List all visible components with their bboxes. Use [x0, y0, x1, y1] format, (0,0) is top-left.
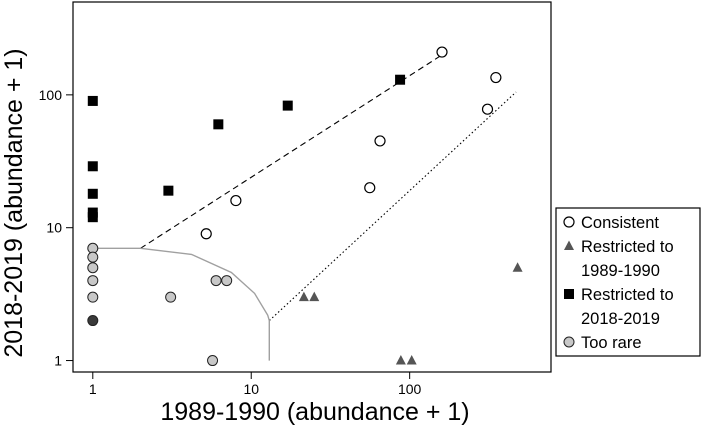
legend-label-restricted-to-2018-2019: Restricted to: [581, 286, 674, 304]
legend-label-consistent: Consistent: [581, 214, 659, 232]
x-tick-label: 10: [243, 381, 259, 397]
y-axis-title: 2018-2019 (abundance + 1): [0, 48, 28, 357]
legend-label-too-rare: Too rare: [581, 334, 642, 352]
data-point-restricted-to-1989-1990: [309, 291, 320, 302]
reference-line-dotted: [268, 91, 517, 322]
data-point-consistent: [490, 71, 502, 84]
x-axis-title: 1989-1990 (abundance + 1): [160, 398, 469, 426]
x-tick-label: 100: [398, 381, 422, 397]
data-point-consistent: [436, 46, 448, 58]
data-point-too-rare: [165, 291, 177, 303]
data-point-too-rare: [87, 291, 99, 303]
legend-label-restricted-to-2018-2019: 2018-2019: [581, 310, 660, 328]
plot-frame: [72, 1, 552, 373]
y-tick-label: 10: [46, 220, 62, 236]
data-point-restricted-to-2018-2019: [87, 161, 98, 172]
data-point-consistent: [364, 182, 376, 194]
legend-marker-restricted-to-2018-2019: [564, 289, 574, 299]
data-point-restricted-to-2018-2019: [282, 100, 293, 111]
data-point-consistent: [374, 135, 386, 147]
data-point-restricted-to-2018-2019: [87, 188, 98, 199]
legend-marker-consistent: [563, 216, 575, 228]
data-point-restricted-to-1989-1990: [406, 355, 417, 365]
data-point-too-rare: [87, 315, 99, 327]
data-point-restricted-to-2018-2019: [213, 119, 224, 130]
legend-box: [555, 207, 701, 357]
data-point-too-rare: [87, 251, 99, 263]
x-tick-label: 1: [89, 381, 97, 397]
data-point-restricted-to-1989-1990: [395, 355, 406, 365]
data-point-consistent: [200, 228, 212, 240]
data-point-too-rare: [87, 262, 99, 274]
y-tick-label: 1: [54, 353, 62, 369]
data-point-too-rare: [210, 275, 222, 287]
data-point-too-rare: [221, 275, 233, 287]
y-tick-label: 100: [39, 87, 63, 103]
data-point-restricted-to-1989-1990: [512, 262, 523, 272]
legend-marker-restricted-to-1989-1990: [564, 240, 574, 250]
data-point-restricted-to-2018-2019: [87, 207, 98, 218]
legend-label-restricted-to-1989-1990: 1989-1990: [581, 262, 660, 280]
data-point-too-rare: [207, 355, 219, 367]
data-point-restricted-to-2018-2019: [395, 74, 406, 85]
data-point-restricted-to-2018-2019: [87, 95, 98, 106]
data-point-consistent: [230, 194, 242, 207]
data-point-too-rare: [87, 275, 99, 287]
legend-label-restricted-to-1989-1990: Restricted to: [581, 238, 674, 256]
legend-marker-too-rare: [563, 336, 575, 348]
data-point-consistent: [481, 103, 494, 115]
reference-line-solid: [92, 247, 270, 361]
data-point-restricted-to-2018-2019: [163, 185, 174, 196]
data-point-restricted-to-1989-1990: [298, 291, 309, 302]
